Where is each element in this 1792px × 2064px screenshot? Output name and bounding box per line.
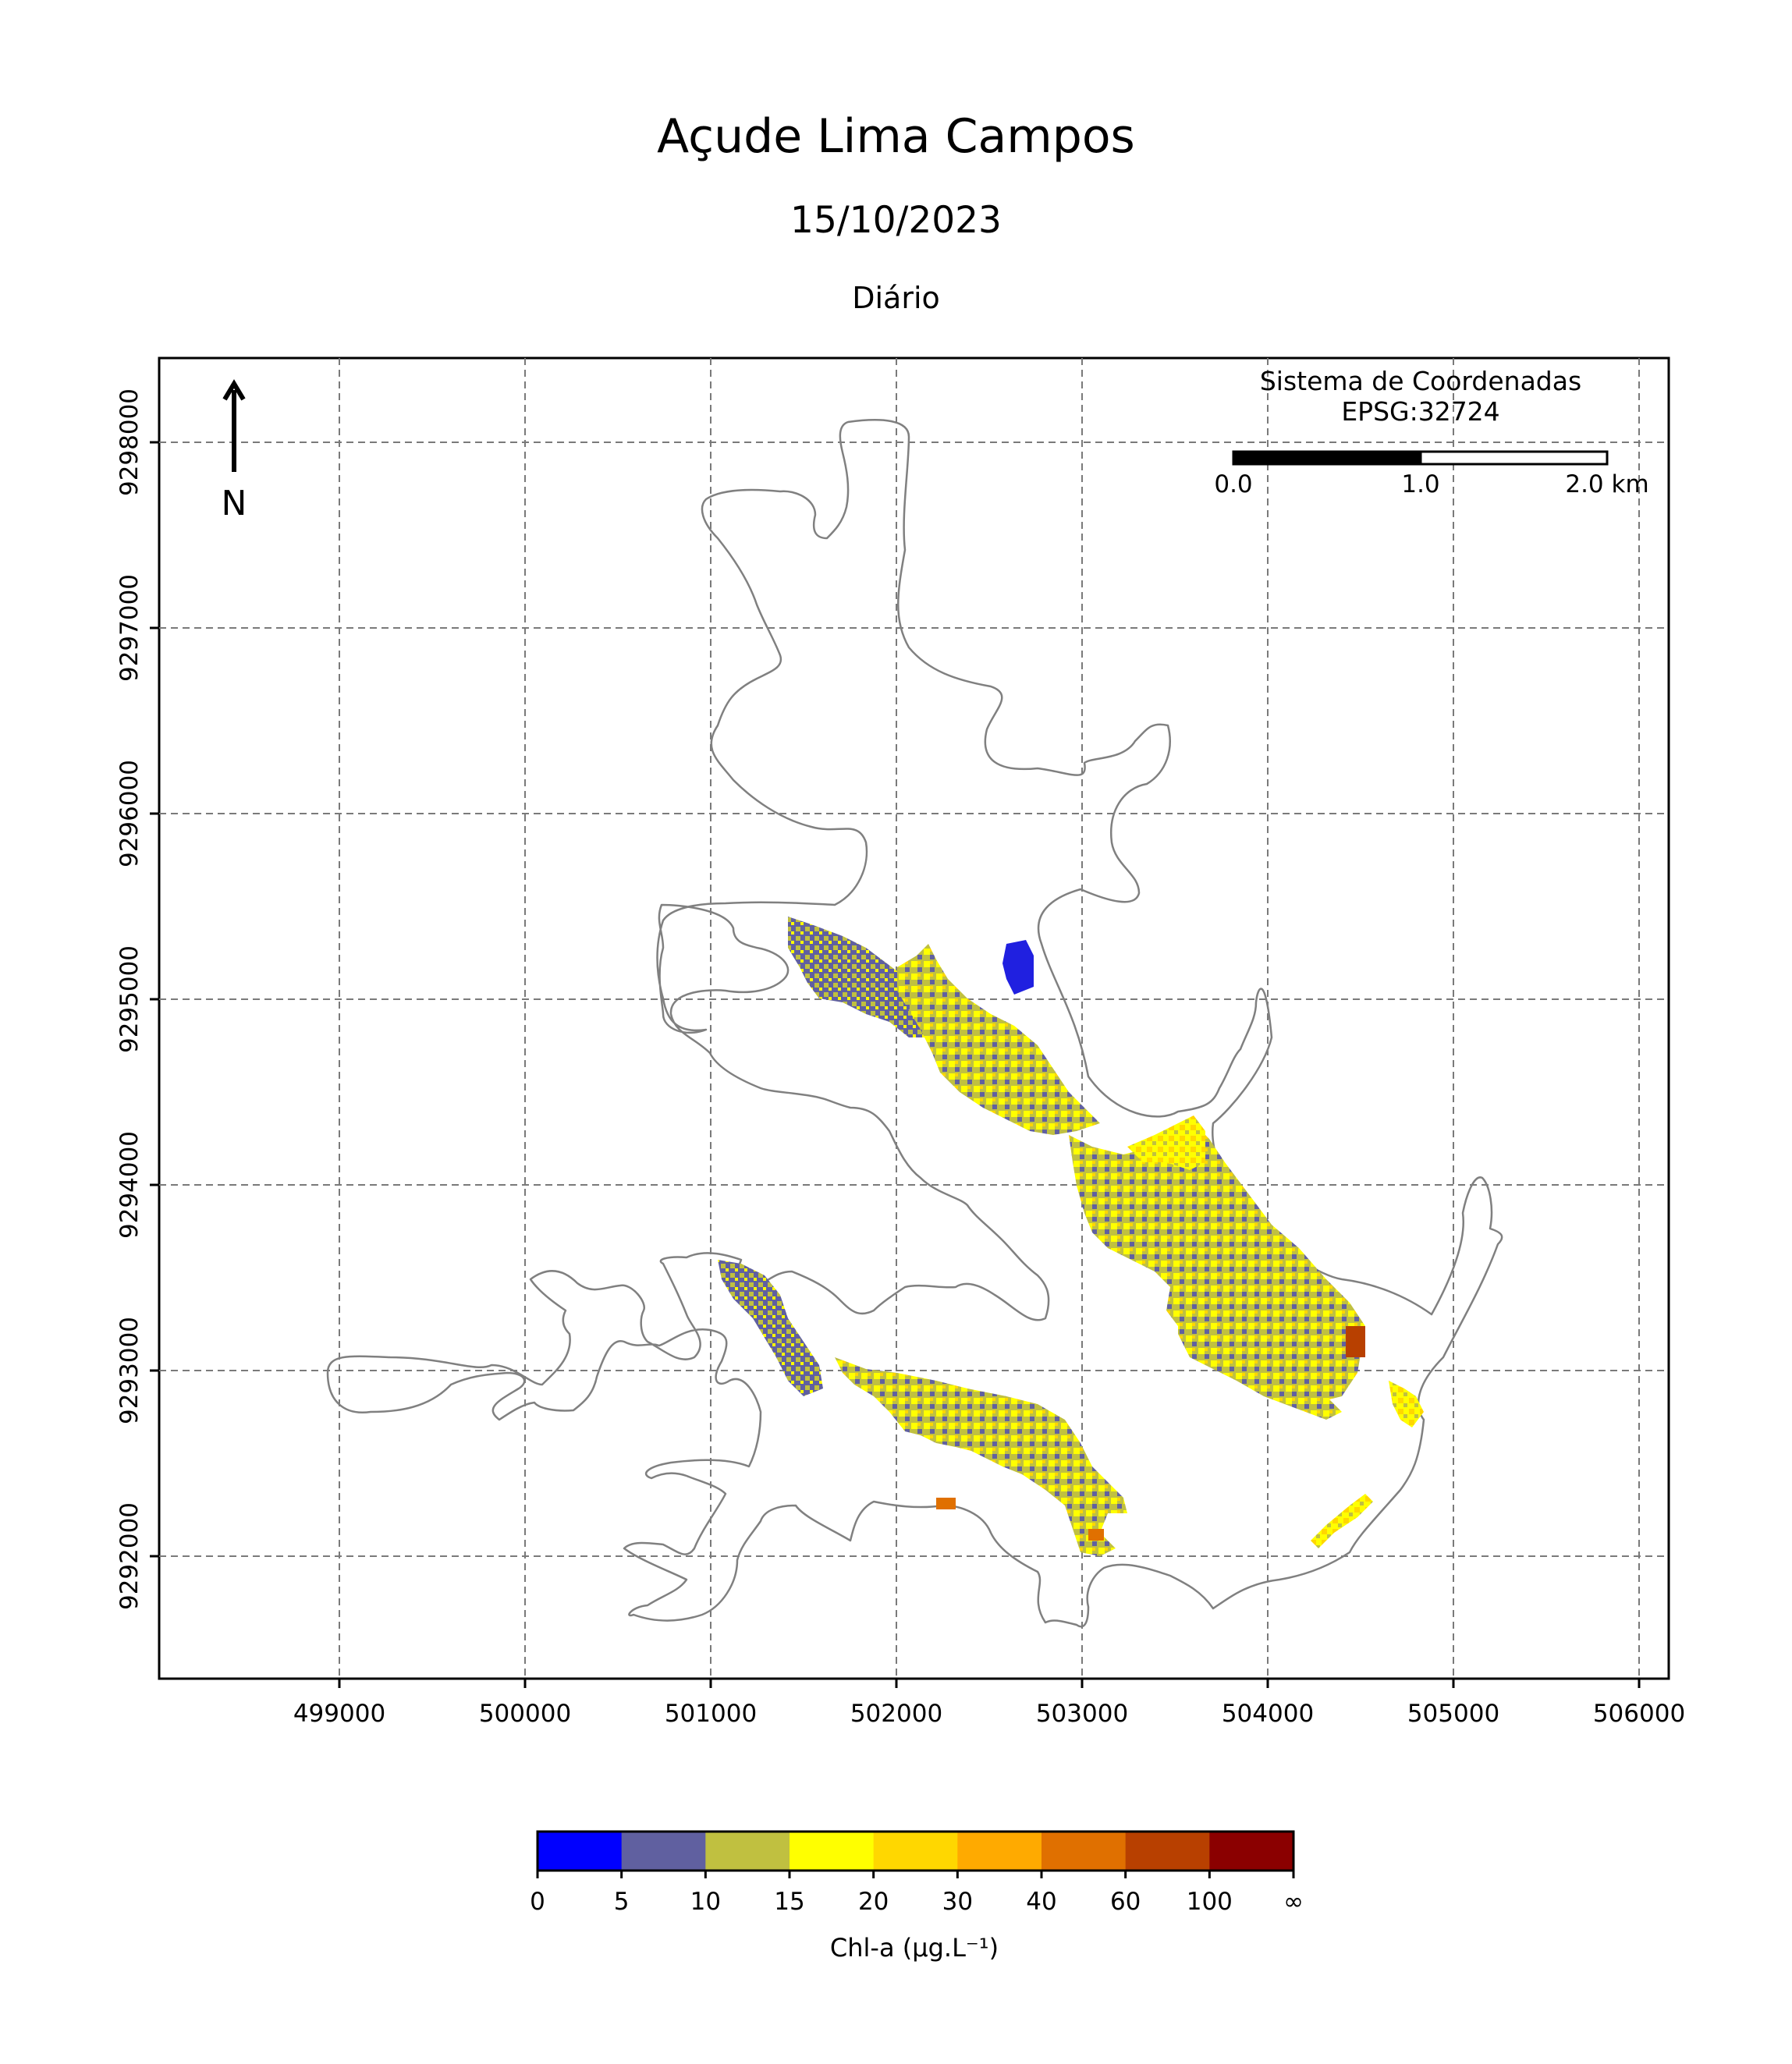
map-period: Diário <box>852 281 940 315</box>
colorbar-tick-label: 40 <box>1026 1888 1056 1916</box>
x-tick-label: 502000 <box>850 1700 942 1728</box>
chla-patch-south-arm <box>835 1357 1127 1556</box>
scale-label: 0.0 <box>1214 470 1252 498</box>
colorbar-tick-label: 60 <box>1110 1888 1141 1916</box>
y-tick-label: 9292000 <box>115 1502 144 1610</box>
chla-patch-northwest <box>788 917 940 1037</box>
colorbar-swatch <box>957 1832 1042 1871</box>
colorbar-label: Chl-a (μg.L⁻¹) <box>830 1933 999 1963</box>
colorbar-tick-label: 15 <box>774 1888 804 1916</box>
colorbar-frame <box>536 1830 1295 1872</box>
colorbar-swatch <box>705 1832 790 1871</box>
chla-raster <box>718 917 1424 1556</box>
axis-ticks <box>150 441 1641 1688</box>
crs-title: Sistema de Coordenadas <box>1260 366 1581 396</box>
x-tick-label: 504000 <box>1222 1700 1314 1728</box>
colorbar-ticks: 0 5 10 15 20 30 40 60 100 ∞ <box>530 1871 1304 1916</box>
colorbar-tick-label: 100 <box>1187 1888 1233 1916</box>
colorbar-swatch <box>1209 1832 1294 1871</box>
y-tick-label: 9296000 <box>115 760 144 867</box>
x-tick-label: 506000 <box>1593 1700 1685 1728</box>
chla-patch-southeast <box>1178 1295 1342 1420</box>
y-tick-label: 9294000 <box>115 1131 144 1239</box>
colorbar <box>536 1830 1295 1872</box>
colorbar-swatch <box>1125 1832 1210 1871</box>
colorbar-swatch <box>621 1832 706 1871</box>
north-arrow: N <box>222 379 247 523</box>
colorbar-swatch <box>1041 1832 1127 1871</box>
map-date: 15/10/2023 <box>790 199 1002 242</box>
colorbar-tick-label: 20 <box>858 1888 889 1916</box>
colorbar-swatch <box>790 1832 875 1871</box>
chla-hotspot-south <box>1088 1529 1104 1541</box>
chla-hotspot-east <box>1346 1326 1365 1357</box>
x-tick-label: 501000 <box>665 1700 757 1728</box>
colorbar-tick-label: 30 <box>942 1888 973 1916</box>
y-tick-label: 9298000 <box>115 388 144 496</box>
chla-patch-east-yellow <box>1127 1115 1205 1170</box>
north-arrowhead-icon <box>222 379 246 401</box>
y-tick-label: 9295000 <box>115 945 144 1053</box>
scale-label: 1.0 <box>1401 470 1439 498</box>
x-tick-label: 503000 <box>1036 1700 1128 1728</box>
scale-bar: 0.0 1.0 2.0 km <box>1214 450 1649 498</box>
colorbar-swatch <box>538 1832 623 1871</box>
chla-hotspot-south-2 <box>936 1498 956 1509</box>
crs-code: EPSG:32724 <box>1341 396 1499 427</box>
chla-patch-southwest-arm <box>718 1260 823 1396</box>
y-tick-label: 9293000 <box>115 1317 144 1424</box>
x-tick-labels: 499000 500000 501000 502000 503000 50400… <box>293 1700 1685 1728</box>
graticule <box>159 358 1669 1679</box>
chla-patch-north-channel <box>897 944 1100 1135</box>
north-label: N <box>222 484 247 523</box>
x-tick-label: 500000 <box>479 1700 571 1728</box>
colorbar-tick-label: ∞ <box>1283 1888 1304 1916</box>
colorbar-tick-label: 10 <box>690 1888 721 1916</box>
colorbar-swatch <box>873 1832 958 1871</box>
chla-patch-east-shore <box>1389 1381 1424 1427</box>
chla-patch-southeast-shore <box>1311 1494 1373 1548</box>
map-title: Açude Lima Campos <box>657 109 1135 164</box>
x-tick-label: 505000 <box>1407 1700 1499 1728</box>
y-tick-labels: 9292000 9293000 9294000 9295000 9296000 … <box>115 388 144 1610</box>
reservoir-outline <box>326 419 1503 1628</box>
y-tick-label: 9297000 <box>115 574 144 682</box>
chla-patch-north-bay <box>1002 940 1034 995</box>
colorbar-tick-label: 0 <box>530 1888 545 1916</box>
scale-label: 2.0 km <box>1565 470 1648 498</box>
x-tick-label: 499000 <box>293 1700 385 1728</box>
chla-patch-central <box>1069 1127 1365 1404</box>
colorbar-tick-label: 5 <box>614 1888 630 1916</box>
